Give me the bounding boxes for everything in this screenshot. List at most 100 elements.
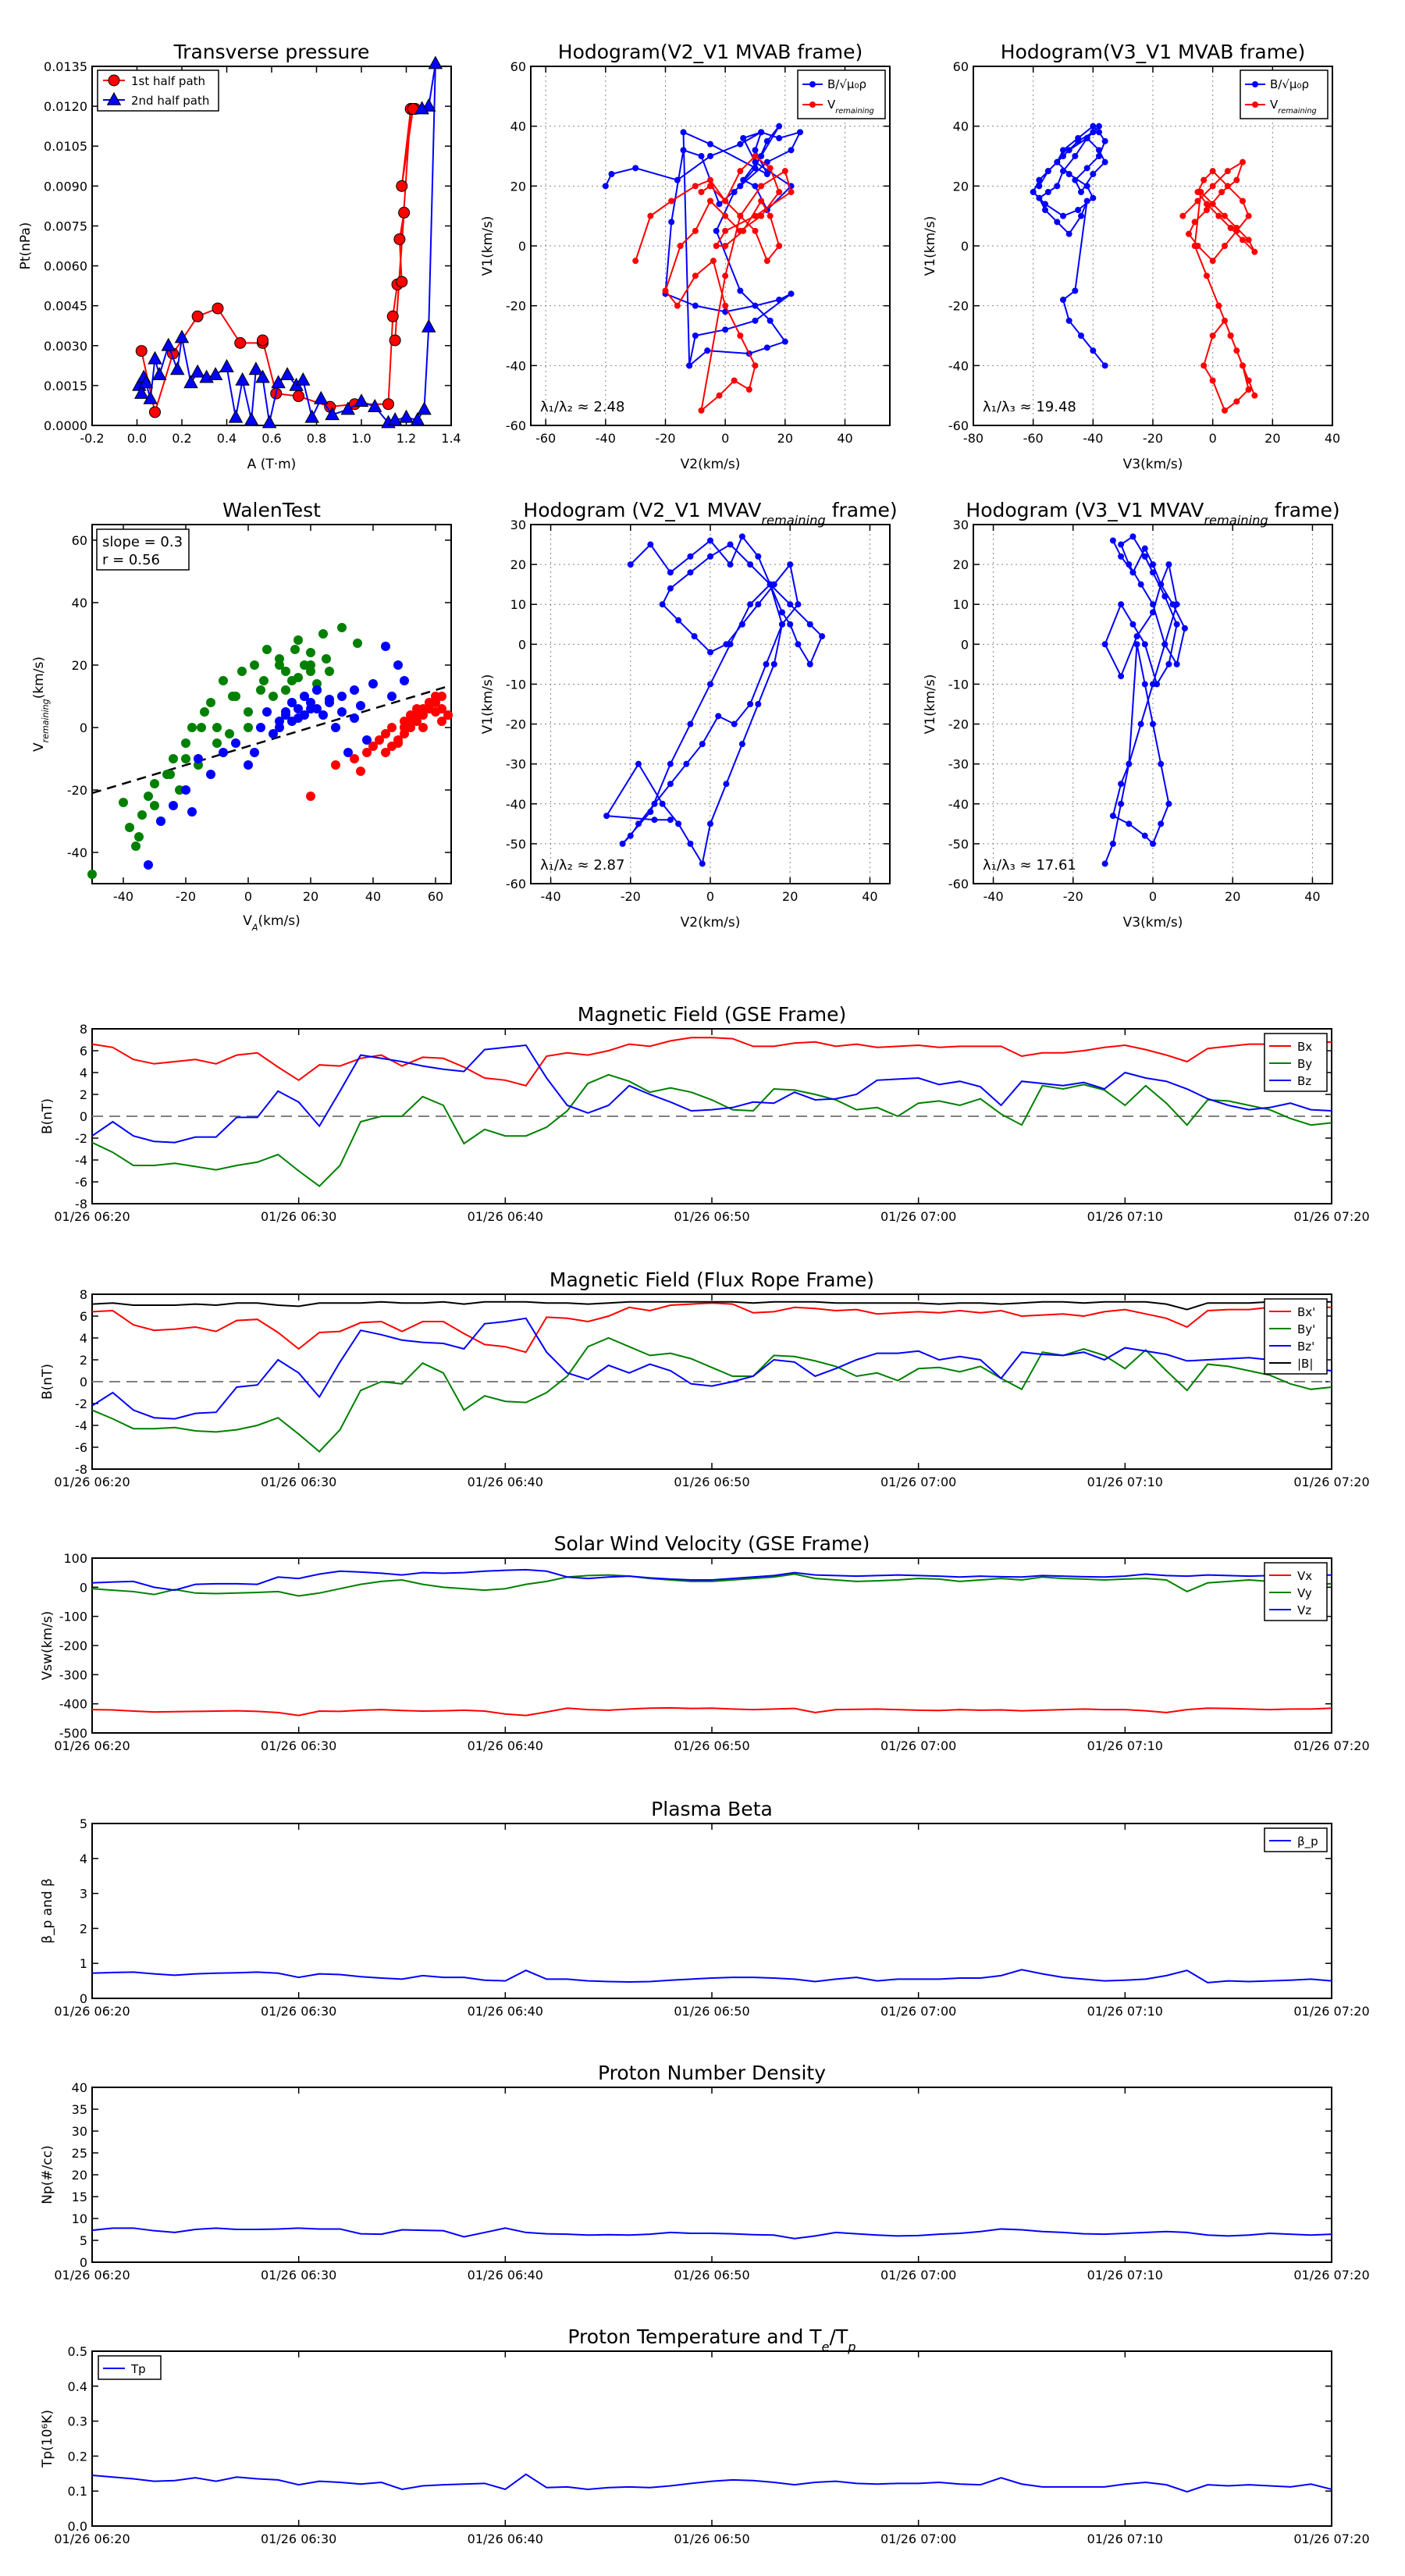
y-tick-label: 4 [80, 1066, 87, 1080]
hod3-point [806, 621, 813, 628]
x-tick-label: 01/26 06:40 [468, 2004, 543, 2019]
walen-point [400, 676, 409, 685]
pt-point [190, 364, 205, 378]
x-tick-label: 1.0 [351, 431, 371, 446]
hod2-point [1096, 123, 1102, 130]
walen-point [212, 738, 222, 748]
walen-point [337, 692, 347, 701]
hod2-point [1078, 333, 1084, 339]
hod3-point [619, 840, 626, 847]
pt-point [396, 180, 408, 192]
walen-point [244, 723, 253, 732]
hod1-point [767, 165, 774, 172]
pt-point [161, 337, 176, 351]
y-tick-label: 4 [80, 1852, 87, 1866]
hod2-point [1101, 362, 1108, 369]
hod3-point [727, 541, 734, 548]
hod3-point [687, 569, 694, 576]
y-tick-label: 0.4 [68, 2379, 87, 2394]
pt-xlabel: A (T·m) [247, 457, 297, 472]
walen-point [437, 704, 446, 713]
hod4-point [1101, 641, 1108, 648]
hod3-xlabel: V2(km/s) [681, 915, 741, 930]
walen-point [381, 748, 390, 757]
hod1-point [752, 147, 759, 154]
y-tick-label: 0 [518, 637, 526, 652]
hod1-point [602, 183, 609, 190]
walen-point [293, 635, 303, 645]
walen-point [150, 801, 159, 810]
hod2-point [1090, 129, 1097, 136]
y-tick-label: -10 [948, 677, 969, 692]
y-tick-label: 6 [80, 1309, 87, 1324]
vsw-title: Solar Wind Velocity (GSE Frame) [554, 1532, 870, 1555]
hod3-point [770, 660, 777, 667]
walen-r: r = 0.56 [102, 552, 160, 568]
hod4-eigen-ratio: λ₁/λ₃ ≈ 17.61 [983, 857, 1076, 873]
y-tick-label: -20 [948, 299, 969, 314]
hod1-point [686, 362, 693, 369]
hod1-point [752, 165, 759, 172]
hod2-point [1060, 297, 1066, 303]
hod4-point [1141, 545, 1148, 552]
y-tick-label: -6 [75, 1175, 87, 1190]
hod2-point [1240, 197, 1246, 205]
walen-point [87, 870, 97, 879]
x-tick-label: 01/26 07:00 [880, 1475, 956, 1489]
x-tick-label: 20 [303, 889, 318, 904]
x-tick-label: 0 [721, 431, 729, 446]
x-tick-label: 01/26 07:20 [1293, 1475, 1369, 1489]
pt-point [148, 350, 162, 365]
hod2-point [1072, 287, 1079, 294]
hod1-point [767, 212, 774, 219]
hod1-point [752, 227, 759, 234]
hod3-point [675, 617, 682, 624]
tp-title-part: /T [830, 2325, 848, 2348]
walen-point [119, 798, 128, 807]
hod4-ylabel: V1(km/s) [923, 674, 938, 735]
bfr-series-line-2 [91, 1336, 1332, 1453]
y-tick-label: -20 [67, 783, 87, 798]
tp-title: Proton Temperature and Te/Tp [567, 2325, 855, 2354]
hod4-point [1118, 800, 1125, 807]
hod3-point [806, 660, 813, 667]
bfr-ylabel: B(nT) [40, 1364, 55, 1400]
hod4-point [1141, 553, 1148, 560]
y-tick-label: 0 [80, 1109, 87, 1124]
hod2-point [1222, 243, 1228, 249]
hod3-title: Hodogram (V2_V1 MVAVremaining frame) [523, 499, 897, 528]
walen-point [331, 723, 340, 732]
walen-point [125, 823, 134, 832]
pt-point [208, 367, 223, 381]
hod1-point [752, 362, 759, 369]
x-tick-label: -60 [1023, 431, 1044, 446]
walen-point [437, 717, 446, 726]
walen-point [281, 667, 290, 676]
y-tick-label: 30 [510, 518, 526, 532]
x-tick-label: 01/26 07:20 [1293, 1209, 1369, 1224]
hod4-xlabel: V3(km/s) [1123, 915, 1183, 930]
y-tick-label: 0.0030 [44, 339, 87, 354]
hod4-point [1141, 832, 1148, 839]
walen-point [212, 723, 222, 732]
hod4-point [1129, 569, 1136, 576]
y-tick-label: 0.3 [68, 2414, 87, 2429]
tp-legend-label: Tp [130, 2362, 146, 2376]
pt-point [255, 369, 270, 383]
x-tick-label: 01/26 06:50 [674, 2004, 749, 2019]
x-tick-label: 20 [777, 431, 793, 446]
pt-point [428, 55, 443, 69]
walen-point [244, 760, 253, 770]
y-tick-label: 0.5 [68, 2344, 87, 2359]
hod3-title-part: frame) [826, 499, 898, 521]
hod3-point [755, 601, 762, 608]
x-tick-label: 01/26 07:20 [1293, 2532, 1369, 2546]
walen-point [300, 692, 309, 701]
walen-point [300, 710, 309, 720]
y-tick-label: -40 [948, 358, 969, 373]
hod1-point [740, 227, 747, 234]
hod3-point [683, 760, 690, 767]
x-tick-label: 01/26 07:10 [1087, 1475, 1163, 1489]
